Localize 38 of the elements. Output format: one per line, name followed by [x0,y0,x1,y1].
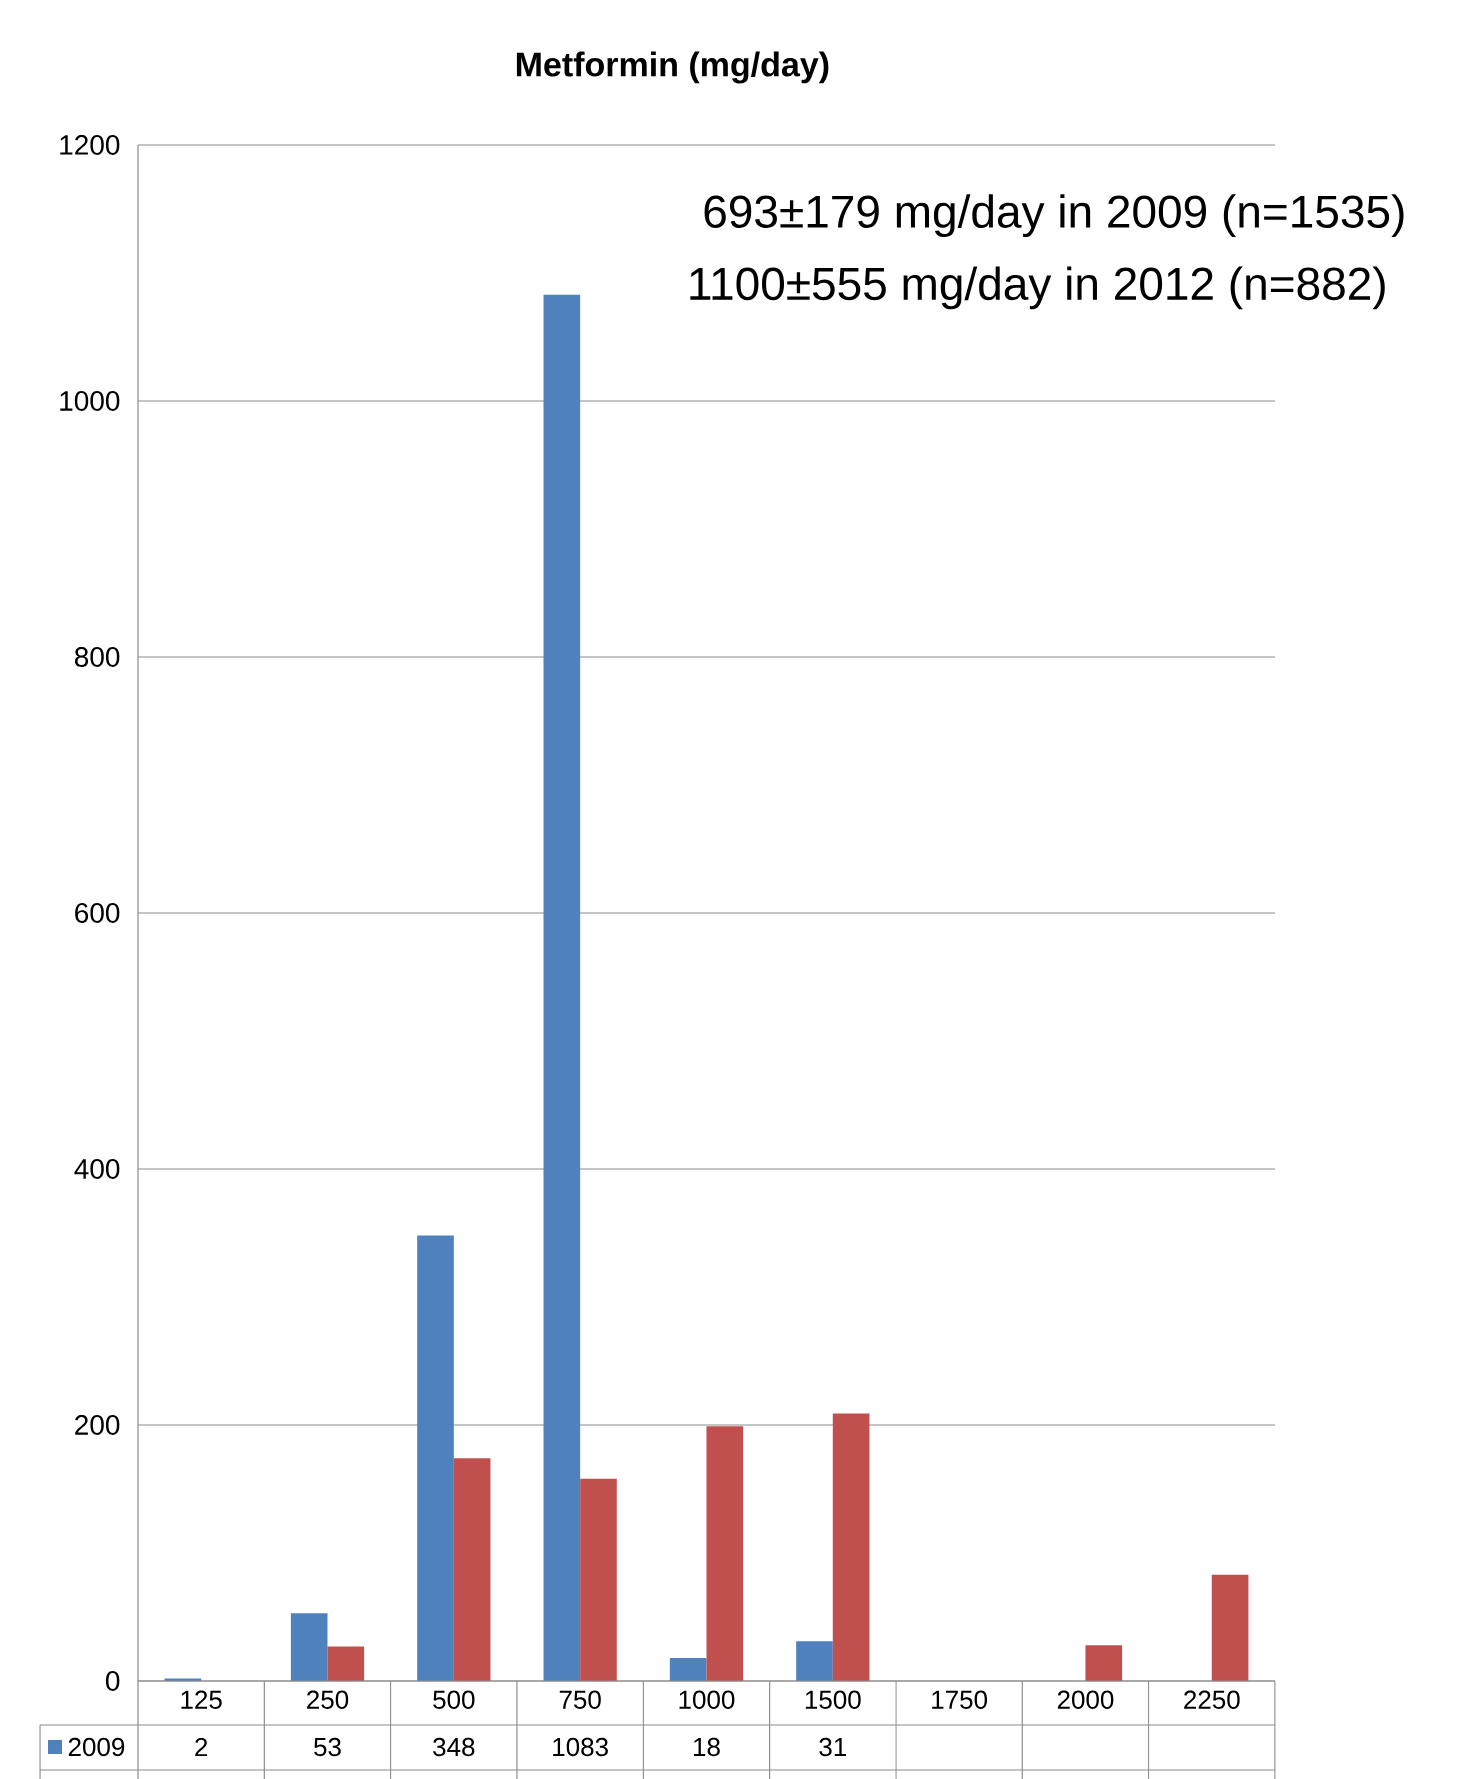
bar [543,294,581,1681]
y-tick-label: 800 [74,647,120,667]
data-label: 1083 [553,1737,608,1757]
x-tick-label: 500 [433,1690,475,1709]
x-tick-label: 125 [181,1690,222,1709]
bar [669,1657,707,1681]
bar [1211,1574,1249,1681]
x-tick-label: 2000 [1057,1690,1114,1709]
bar [290,1613,328,1681]
data-label: 31 [819,1737,846,1757]
bar [796,1641,833,1681]
bar [580,1478,617,1681]
annotation: 1100±555 mg/day in 2012 (n=882) [690,266,1385,310]
y-tick-label: 1000 [60,391,120,411]
bar [832,1413,870,1681]
y-tick-label: 400 [74,1159,120,1179]
y-tick-label: 1200 [60,135,120,155]
data-label: 18 [693,1737,720,1757]
x-tick-label: 250 [307,1690,349,1709]
y-tick-label: 200 [75,1415,120,1435]
data-label: 348 [433,1737,475,1757]
x-tick-label: 2250 [1184,1690,1240,1709]
bar [706,1426,744,1681]
annotation: 693±179 mg/day in 2009 (n=1535) [704,194,1404,238]
data-label: 53 [314,1737,341,1757]
x-tick-label: 1500 [805,1690,861,1709]
chart-title: Metformin (mg/day) [516,51,829,84]
bar [327,1646,365,1681]
y-tick-label: 0 [105,1671,120,1691]
x-tick-label: 1000 [679,1690,735,1709]
bar [453,1458,491,1681]
legend-label: 2009 [68,1737,125,1757]
x-tick-label: 750 [559,1690,601,1709]
x-tick-label: 1750 [932,1690,988,1709]
data-label: 2 [195,1737,208,1757]
bar [1085,1645,1123,1681]
y-tick-label: 600 [75,903,120,923]
bar [417,1235,454,1681]
